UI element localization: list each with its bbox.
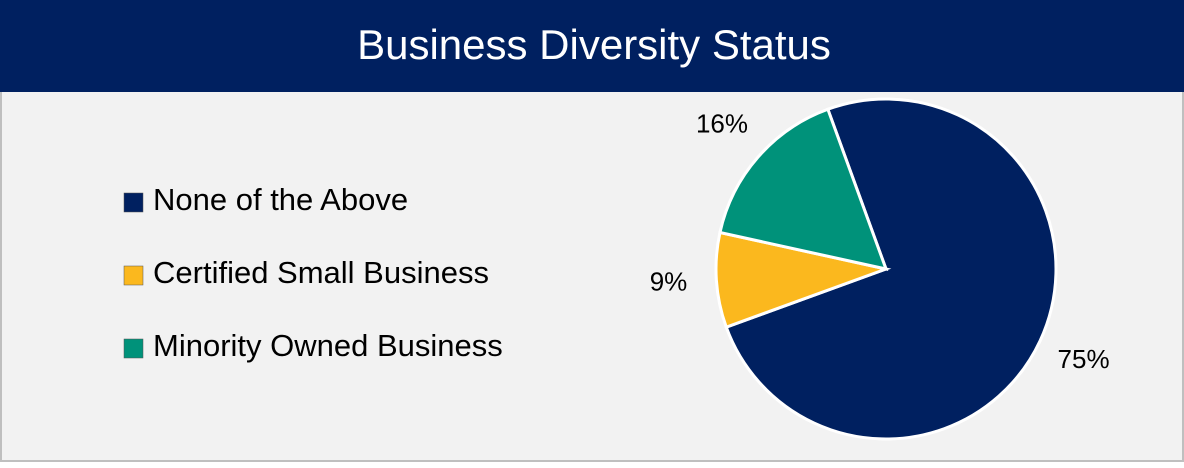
legend-label: None of the Above (153, 182, 408, 217)
legend-swatch (123, 192, 144, 213)
legend-label: Certified Small Business (153, 255, 489, 290)
chart-title: Business Diversity Status (357, 21, 831, 68)
legend-swatch (123, 265, 144, 286)
pie-slice (724, 97, 1058, 441)
pie-slice (718, 107, 889, 272)
data-label: 16% (696, 108, 748, 138)
header (0, 0, 1184, 92)
data-label: 75% (1058, 344, 1110, 374)
legend-label: Minority Owned Business (153, 328, 503, 363)
legend-swatch (123, 338, 144, 359)
pie-slice (714, 230, 892, 330)
data-label: 9% (650, 266, 688, 296)
